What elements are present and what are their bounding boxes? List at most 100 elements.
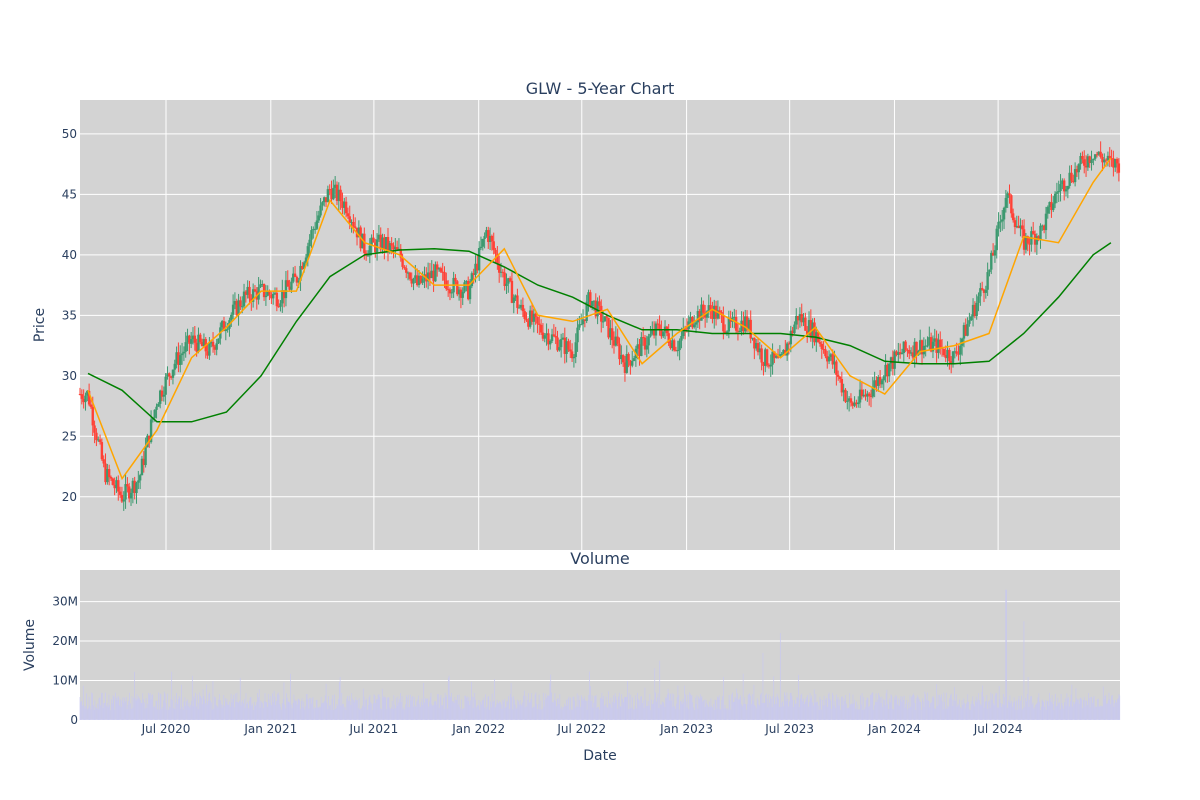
volume-bar xyxy=(605,696,607,720)
volume-bar xyxy=(811,695,813,720)
volume-bar xyxy=(250,697,252,720)
volume-bar xyxy=(210,702,212,720)
volume-bar xyxy=(738,699,740,720)
volume-bar xyxy=(631,707,633,720)
volume-bar xyxy=(1053,710,1055,720)
volume-bar xyxy=(519,704,520,720)
candle-body xyxy=(971,304,975,317)
volume-bar xyxy=(310,697,311,720)
volume-bar xyxy=(635,695,637,720)
volume-bar xyxy=(600,697,602,720)
volume-bar xyxy=(385,697,386,720)
candle-body xyxy=(206,351,209,356)
candle-body xyxy=(550,334,554,341)
candle-body xyxy=(525,318,528,321)
volume-bar xyxy=(763,702,765,720)
volume-bar xyxy=(687,694,689,720)
volume-bar xyxy=(224,706,225,720)
volume-bar xyxy=(85,706,87,720)
volume-bar xyxy=(284,704,286,720)
candle-body xyxy=(999,221,1002,223)
volume-bar xyxy=(510,683,512,720)
candle-body xyxy=(370,237,373,246)
volume-bar xyxy=(634,705,636,720)
candle-body xyxy=(519,304,523,308)
candle-body xyxy=(937,339,940,353)
volume-bar xyxy=(152,694,154,720)
volume-bar xyxy=(614,693,616,720)
volume-bar xyxy=(750,695,751,720)
volume-bar xyxy=(850,703,852,720)
volume-bar xyxy=(485,708,487,720)
volume-bar xyxy=(822,705,824,720)
volume-bar xyxy=(323,702,324,720)
candle-body xyxy=(702,304,705,313)
volume-bar xyxy=(100,705,101,720)
volume-bar xyxy=(868,707,870,720)
volume-bar xyxy=(207,700,209,720)
candle-body xyxy=(736,330,740,332)
candle-body xyxy=(631,361,634,366)
volume-bar xyxy=(353,702,355,720)
volume-bar xyxy=(438,707,440,720)
volume-bar xyxy=(414,705,416,720)
volume-bar xyxy=(319,707,321,720)
volume-bar xyxy=(564,703,566,720)
candle-body xyxy=(806,330,809,335)
candle-body xyxy=(678,340,681,351)
candle-body xyxy=(476,263,479,271)
volume-bar xyxy=(941,701,943,720)
volume-bar xyxy=(713,709,715,720)
candle-body xyxy=(217,338,220,344)
volume-bar xyxy=(430,692,432,720)
candle-body xyxy=(1072,180,1075,183)
volume-bar xyxy=(191,700,192,720)
volume-bar xyxy=(556,698,558,720)
volume-bar xyxy=(983,707,985,720)
volume-bar xyxy=(581,697,583,720)
volume-bar xyxy=(891,695,893,720)
volume-bar xyxy=(676,697,678,720)
volume-bar xyxy=(502,699,504,720)
volume-bar xyxy=(714,699,716,720)
volume-bar xyxy=(1035,703,1037,720)
candle-body xyxy=(1061,180,1064,185)
volume-bar xyxy=(108,694,110,720)
volume-bar xyxy=(943,692,945,720)
volume-bar xyxy=(1020,700,1021,720)
volume-bar xyxy=(757,700,759,720)
volume-bar xyxy=(277,692,279,720)
candle-body xyxy=(215,343,218,350)
candle-body xyxy=(379,234,382,250)
volume-bar xyxy=(755,706,756,720)
candle-body xyxy=(301,265,304,270)
candle-body xyxy=(847,398,851,401)
volume-bar xyxy=(833,705,835,720)
volume-bar xyxy=(751,704,752,720)
volume-bar xyxy=(997,707,999,720)
candle-body xyxy=(111,478,115,485)
candle-body xyxy=(390,243,393,246)
volume-bar xyxy=(993,705,995,720)
volume-bar xyxy=(374,695,376,720)
volume-bar xyxy=(215,705,217,720)
volume-bar xyxy=(744,697,746,720)
volume-bar xyxy=(163,700,164,720)
candle-body xyxy=(259,284,262,288)
volume-bar xyxy=(121,700,123,720)
volume-bar xyxy=(683,702,685,720)
volume-bar xyxy=(599,709,600,720)
volume-bar xyxy=(371,703,372,720)
volume-bar xyxy=(618,696,619,720)
volume-bar xyxy=(205,703,206,720)
volume-bar xyxy=(378,694,380,720)
volume-bar xyxy=(363,696,365,720)
volume-bar xyxy=(376,699,377,720)
candle-body xyxy=(1001,219,1004,222)
volume-bar xyxy=(1106,703,1107,720)
volume-bar xyxy=(494,679,495,720)
volume-bar xyxy=(1023,621,1025,720)
volume-bar xyxy=(717,696,718,720)
candle-body xyxy=(995,228,998,251)
candle-body xyxy=(472,273,475,275)
